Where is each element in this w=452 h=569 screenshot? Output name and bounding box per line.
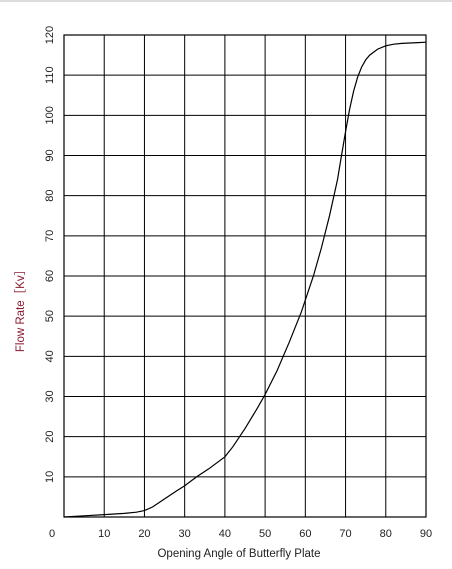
x-tick-label: 70 [339, 528, 351, 540]
y-tick-label: 10 [44, 471, 56, 483]
x-axis-label: Opening Angle of Butterfly Plate [157, 548, 320, 560]
x-tick-label: 40 [219, 528, 231, 540]
y-tick-label: 60 [44, 270, 56, 282]
y-tick-label: 90 [44, 149, 56, 161]
y-tick-label: 50 [44, 310, 56, 322]
series-line [64, 42, 426, 517]
x-tick-label: 20 [138, 528, 150, 540]
x-axis-ticks: 0 10 20 30 40 50 60 70 80 90 [49, 528, 432, 540]
y-tick-label: 120 [44, 26, 56, 44]
y-tick-label: 40 [44, 350, 56, 362]
y-tick-label: 30 [44, 390, 56, 402]
y-tick-label: 20 [44, 431, 56, 443]
y-axis-label: Flow Rate［Kv］ [14, 264, 27, 352]
y-tick-label: 70 [44, 230, 56, 242]
grid [64, 35, 426, 517]
x-tick-label: 10 [98, 528, 110, 540]
y-tick-label: 100 [44, 106, 56, 124]
x-tick-label: 80 [380, 528, 392, 540]
x-tick-label: 50 [259, 528, 271, 540]
x-tick-label: 60 [299, 528, 311, 540]
x-tick-label: 0 [49, 528, 55, 540]
x-tick-label: 30 [179, 528, 191, 540]
y-tick-label: 110 [44, 66, 56, 84]
y-axis-ticks: 10 20 30 40 50 60 70 80 90 100 110 120 [44, 26, 56, 483]
y-tick-label: 80 [44, 190, 56, 202]
x-tick-label: 90 [420, 528, 432, 540]
